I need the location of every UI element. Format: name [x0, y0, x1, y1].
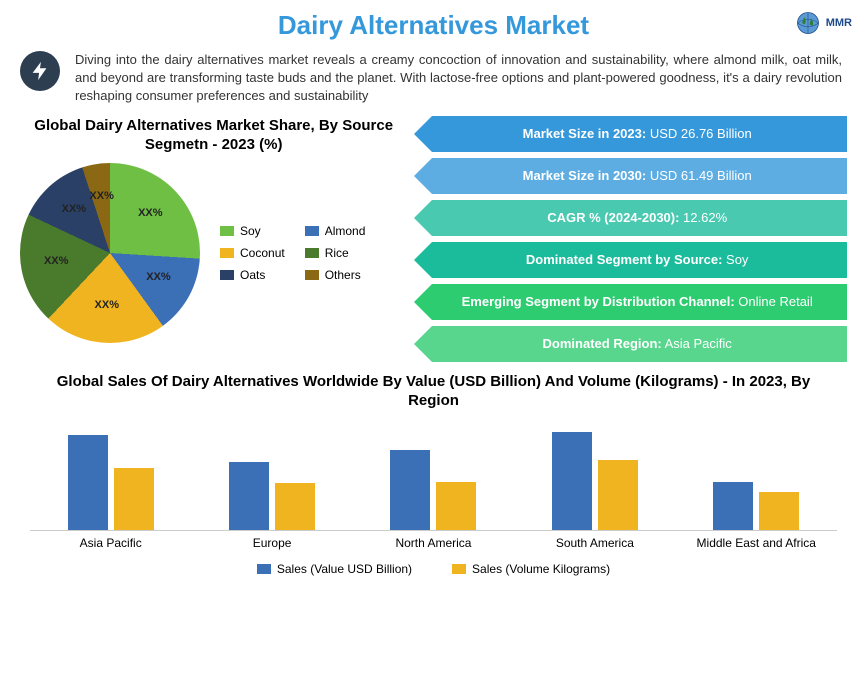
bar-legend-item: Sales (Value USD Billion): [257, 562, 412, 576]
header: Dairy Alternatives Market: [0, 0, 867, 46]
stat-bar: Emerging Segment by Distribution Channel…: [432, 284, 847, 320]
legend-swatch: [305, 226, 319, 236]
bar-chart: [30, 421, 837, 531]
legend-label: Almond: [325, 224, 366, 238]
pie-chart: XX%XX%XX%XX%XX%XX%: [20, 163, 200, 343]
stat-value: 12.62%: [679, 210, 727, 225]
legend-swatch: [305, 270, 319, 280]
pie-slice-label: XX%: [62, 203, 86, 215]
stat-value: USD 61.49 Billion: [646, 168, 752, 183]
bar-legend-label: Sales (Volume Kilograms): [472, 562, 610, 576]
bar-value: [68, 435, 108, 530]
bar-title: Global Sales Of Dairy Alternatives World…: [30, 372, 837, 411]
legend-swatch: [220, 248, 234, 258]
pie-slice-label: XX%: [89, 190, 113, 202]
legend-swatch: [452, 564, 466, 574]
legend-item: Coconut: [220, 246, 285, 260]
stat-value: Soy: [722, 252, 748, 267]
bar-value: [229, 462, 269, 530]
legend-swatch: [220, 226, 234, 236]
bar-legend: Sales (Value USD Billion) Sales (Volume K…: [30, 562, 837, 576]
pie-slice-label: XX%: [146, 271, 170, 283]
bar-volume: [436, 482, 476, 530]
bar-labels: Asia Pacific Europe North America South Ame…: [30, 536, 837, 550]
bar-legend-item: Sales (Volume Kilograms): [452, 562, 610, 576]
bar-volume: [759, 492, 799, 530]
bar-value: [552, 432, 592, 530]
legend-swatch: [257, 564, 271, 574]
bar-group: [212, 462, 332, 530]
bar-group: [373, 450, 493, 530]
bar-volume: [114, 468, 154, 530]
bar-group: [696, 482, 816, 530]
legend-label: Coconut: [240, 246, 285, 260]
stat-bar: Dominated Segment by Source: Soy: [432, 242, 847, 278]
bar-value: [390, 450, 430, 530]
bar-value: [713, 482, 753, 530]
page-title: Dairy Alternatives Market: [0, 10, 867, 41]
stat-value: USD 26.76 Billion: [646, 126, 752, 141]
stat-label: Emerging Segment by Distribution Channel…: [462, 294, 735, 309]
stat-label: Dominated Segment by Source:: [526, 252, 722, 267]
logo-text: MMR: [826, 17, 852, 29]
stat-label: Dominated Region:: [543, 336, 662, 351]
pie-slice-label: XX%: [95, 299, 119, 311]
pie-container: XX%XX%XX%XX%XX%XX% SoyAlmondCoconutRiceO…: [20, 163, 407, 343]
pie-slice-label: XX%: [138, 207, 162, 219]
stat-bar: Dominated Region: Asia Pacific: [432, 326, 847, 362]
bar-section: Global Sales Of Dairy Alternatives World…: [0, 362, 867, 576]
legend-item: Rice: [305, 246, 370, 260]
bar-group: [535, 432, 655, 530]
logo: MMR: [793, 8, 852, 38]
bar-region-label: Asia Pacific: [51, 536, 171, 550]
pie-title: Global Dairy Alternatives Market Share, …: [20, 116, 407, 155]
legend-item: Others: [305, 268, 370, 282]
legend-label: Others: [325, 268, 361, 282]
legend-label: Rice: [325, 246, 349, 260]
stats-section: Market Size in 2023: USD 26.76 BillionMa…: [427, 116, 847, 362]
stat-label: CAGR % (2024-2030):: [547, 210, 679, 225]
lightning-icon: [20, 51, 60, 91]
pie-legend: Soy Almond Coconut Rice Oats Others: [220, 224, 369, 282]
stat-value: Online Retail: [735, 294, 813, 309]
stat-bar: Market Size in 2023: USD 26.76 Billion: [432, 116, 847, 152]
legend-item: Almond: [305, 224, 370, 238]
pie-slice-label: XX%: [44, 255, 68, 267]
stat-bar: CAGR % (2024-2030): 12.62%: [432, 200, 847, 236]
stat-label: Market Size in 2030:: [523, 168, 647, 183]
globe-icon: [793, 8, 823, 38]
bar-region-label: Europe: [212, 536, 332, 550]
legend-swatch: [220, 270, 234, 280]
legend-item: Oats: [220, 268, 285, 282]
bar-volume: [275, 483, 315, 530]
bar-volume: [598, 460, 638, 530]
intro-section: Diving into the dairy alternatives marke…: [0, 46, 867, 116]
legend-label: Oats: [240, 268, 265, 282]
legend-swatch: [305, 248, 319, 258]
bar-group: [51, 435, 171, 530]
middle-section: Global Dairy Alternatives Market Share, …: [0, 116, 867, 362]
bar-region-label: South America: [535, 536, 655, 550]
legend-item: Soy: [220, 224, 285, 238]
pie-section: Global Dairy Alternatives Market Share, …: [20, 116, 407, 362]
intro-text: Diving into the dairy alternatives marke…: [75, 51, 842, 106]
stat-value: Asia Pacific: [662, 336, 732, 351]
bar-region-label: Middle East and Africa: [696, 536, 816, 550]
bar-legend-label: Sales (Value USD Billion): [277, 562, 412, 576]
stat-bar: Market Size in 2030: USD 61.49 Billion: [432, 158, 847, 194]
legend-label: Soy: [240, 224, 261, 238]
stat-label: Market Size in 2023:: [523, 126, 647, 141]
bar-region-label: North America: [373, 536, 493, 550]
